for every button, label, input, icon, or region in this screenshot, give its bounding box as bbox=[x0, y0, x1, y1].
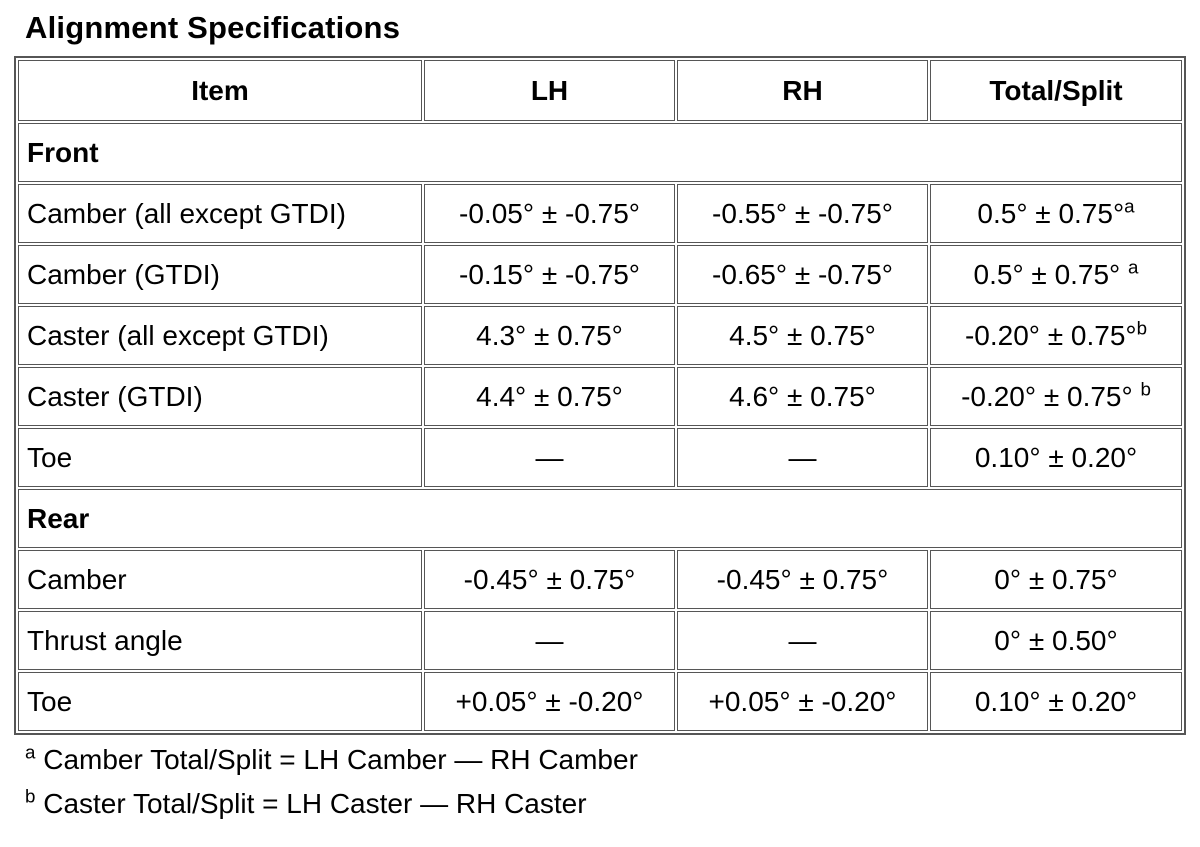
lh-value-cell: -0.15° ± -0.75° bbox=[424, 245, 675, 304]
table-row: Toe — — 0.10° ± 0.20° bbox=[18, 428, 1182, 487]
footnote-ref: a bbox=[1128, 256, 1139, 278]
lh-value-cell: +0.05° ± -0.20° bbox=[424, 672, 675, 731]
table-row: Camber -0.45° ± 0.75° -0.45° ± 0.75° 0° … bbox=[18, 550, 1182, 609]
footnote-text: Camber Total/Split = LH Camber — RH Camb… bbox=[43, 744, 638, 775]
rh-value-cell: -0.45° ± 0.75° bbox=[677, 550, 928, 609]
table-row: Toe +0.05° ± -0.20° +0.05° ± -0.20° 0.10… bbox=[18, 672, 1182, 731]
total-value: 0° ± 0.75° bbox=[994, 564, 1118, 595]
total-value: 0° ± 0.50° bbox=[994, 625, 1118, 656]
item-cell: Toe bbox=[18, 672, 422, 731]
table-row: Caster (all except GTDI) 4.3° ± 0.75° 4.… bbox=[18, 306, 1182, 365]
lh-value-cell: -0.45° ± 0.75° bbox=[424, 550, 675, 609]
footnotes: a Camber Total/Split = LH Camber — RH Ca… bbox=[25, 743, 1186, 821]
page-title: Alignment Specifications bbox=[25, 10, 401, 45]
total-value-cell: 0.5° ± 0.75° a bbox=[930, 245, 1182, 304]
rh-value-cell: — bbox=[677, 428, 928, 487]
lh-value-cell: 4.4° ± 0.75° bbox=[424, 367, 675, 426]
total-value: -0.20° ± 0.75° bbox=[964, 320, 1137, 351]
footnote-b: b Caster Total/Split = LH Caster — RH Ca… bbox=[25, 787, 1186, 821]
lh-value-cell: -0.05° ± -0.75° bbox=[424, 184, 675, 243]
lh-value-cell: 4.3° ± 0.75° bbox=[424, 306, 675, 365]
table-row: Caster (GTDI) 4.4° ± 0.75° 4.6° ± 0.75° … bbox=[18, 367, 1182, 426]
item-cell: Toe bbox=[18, 428, 422, 487]
footnote-marker: a bbox=[25, 741, 36, 763]
table-row: Camber (GTDI) -0.15° ± -0.75° -0.65° ± -… bbox=[18, 245, 1182, 304]
rh-value-cell: — bbox=[677, 611, 928, 670]
rh-value-cell: -0.55° ± -0.75° bbox=[677, 184, 928, 243]
total-value: 0.10° ± 0.20° bbox=[974, 686, 1138, 717]
table-row: Thrust angle — — 0° ± 0.50° bbox=[18, 611, 1182, 670]
rh-value-cell: 4.5° ± 0.75° bbox=[677, 306, 928, 365]
section-row-rear: Rear bbox=[18, 489, 1182, 548]
footnote-text: Caster Total/Split = LH Caster — RH Cast… bbox=[43, 788, 587, 819]
total-value-cell: 0.10° ± 0.20° bbox=[930, 672, 1182, 731]
total-value-cell: -0.20° ± 0.75° b bbox=[930, 367, 1182, 426]
alignment-spec-table: Item LH RH Total/Split Front Camber (all… bbox=[14, 56, 1186, 735]
total-value: 0.10° ± 0.20° bbox=[974, 442, 1138, 473]
page: Alignment Specifications Item LH RH Tota… bbox=[14, 10, 1186, 821]
rh-value-cell: +0.05° ± -0.20° bbox=[677, 672, 928, 731]
col-header-rh: RH bbox=[677, 60, 928, 121]
header-row: Item LH RH Total/Split bbox=[18, 60, 1182, 121]
item-cell: Caster (GTDI) bbox=[18, 367, 422, 426]
footnote-a: a Camber Total/Split = LH Camber — RH Ca… bbox=[25, 743, 1186, 777]
total-value: -0.20° ± 0.75° bbox=[961, 381, 1141, 412]
section-header-rear: Rear bbox=[18, 489, 1182, 548]
total-value-cell: 0° ± 0.75° bbox=[930, 550, 1182, 609]
total-value: 0.5° ± 0.75° bbox=[973, 259, 1129, 290]
total-value-cell: -0.20° ± 0.75°b bbox=[930, 306, 1182, 365]
item-cell: Thrust angle bbox=[18, 611, 422, 670]
col-header-item: Item bbox=[18, 60, 422, 121]
item-cell: Caster (all except GTDI) bbox=[18, 306, 422, 365]
item-cell: Camber (all except GTDI) bbox=[18, 184, 422, 243]
total-value-cell: 0.10° ± 0.20° bbox=[930, 428, 1182, 487]
item-cell: Camber bbox=[18, 550, 422, 609]
col-header-total-split: Total/Split bbox=[930, 60, 1182, 121]
total-value-cell: 0° ± 0.50° bbox=[930, 611, 1182, 670]
total-value-cell: 0.5° ± 0.75°a bbox=[930, 184, 1182, 243]
rh-value-cell: -0.65° ± -0.75° bbox=[677, 245, 928, 304]
footnote-ref: a bbox=[1124, 195, 1135, 217]
table-row: Camber (all except GTDI) -0.05° ± -0.75°… bbox=[18, 184, 1182, 243]
section-header-front: Front bbox=[18, 123, 1182, 182]
lh-value-cell: — bbox=[424, 611, 675, 670]
footnote-marker: b bbox=[25, 785, 36, 807]
col-header-lh: LH bbox=[424, 60, 675, 121]
footnote-ref: b bbox=[1140, 378, 1151, 400]
item-cell: Camber (GTDI) bbox=[18, 245, 422, 304]
footnote-ref: b bbox=[1136, 317, 1148, 339]
section-row-front: Front bbox=[18, 123, 1182, 182]
rh-value-cell: 4.6° ± 0.75° bbox=[677, 367, 928, 426]
lh-value-cell: — bbox=[424, 428, 675, 487]
total-value: 0.5° ± 0.75° bbox=[977, 198, 1125, 229]
